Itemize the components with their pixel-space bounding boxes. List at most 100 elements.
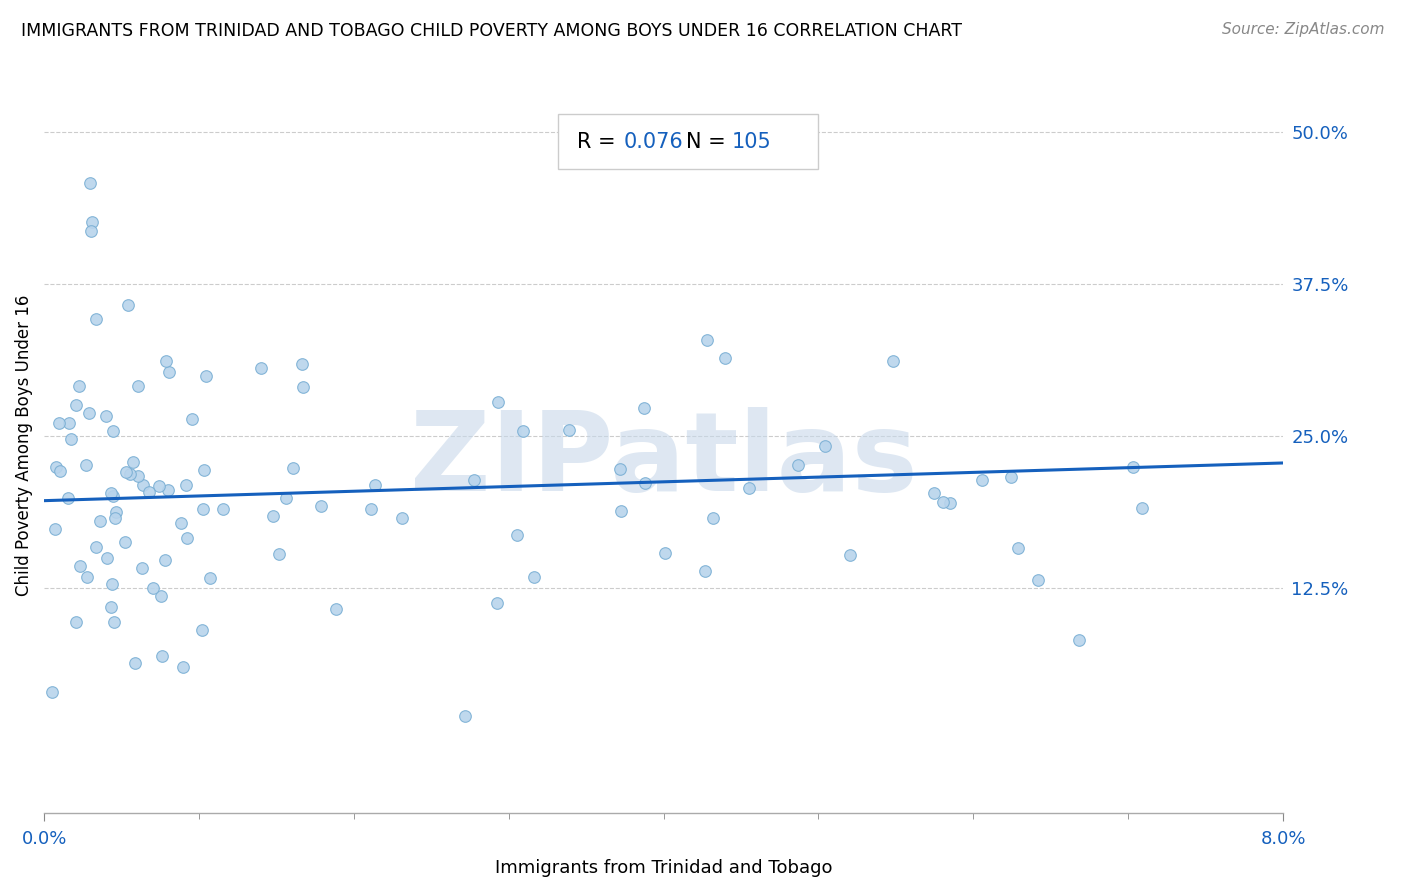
Point [454,709,477,723]
Point [101,424,124,438]
Point [267,547,290,561]
Point [364,478,387,492]
Point [103,511,125,525]
Point [65,398,87,412]
Point [311,499,333,513]
Point [713,351,735,365]
Point [180,411,202,425]
Point [115,465,138,479]
Point [931,495,953,509]
Point [170,516,193,531]
Point [654,546,676,560]
Point [49,464,72,478]
Point [198,571,221,585]
Point [558,423,581,437]
Point [922,486,945,500]
Point [84,311,107,326]
Point [609,461,631,475]
Point [100,486,122,500]
Text: 105: 105 [731,132,772,152]
Point [117,298,139,312]
Point [283,461,305,475]
Point [523,570,546,584]
Point [738,481,761,495]
Point [67,379,90,393]
Point [1026,574,1049,588]
Point [79,176,101,190]
Point [89,515,111,529]
Point [512,424,534,438]
Point [276,491,298,505]
Point [693,564,716,578]
Point [172,659,194,673]
Point [142,581,165,595]
Point [84,541,107,555]
Text: N =: N = [686,132,733,152]
Point [101,577,124,591]
Point [101,489,124,503]
Point [75,458,97,472]
Point [103,615,125,629]
Point [150,589,173,603]
Point [45,459,67,474]
Point [148,479,170,493]
Point [194,369,217,384]
Point [131,561,153,575]
Point [190,623,212,637]
Point [485,596,508,610]
Point [1000,470,1022,484]
Point [191,502,214,516]
Point [262,509,284,524]
Point [138,485,160,500]
Point [1007,541,1029,555]
Point [325,602,347,616]
Point [41,684,63,698]
Point [127,379,149,393]
Point [104,505,127,519]
Text: IMMIGRANTS FROM TRINIDAD AND TOBAGO CHILD POVERTY AMONG BOYS UNDER 16 CORRELATIO: IMMIGRANTS FROM TRINIDAD AND TOBAGO CHIL… [21,22,962,40]
Point [1122,459,1144,474]
Point [250,360,273,375]
Point [838,548,860,562]
Point [814,439,837,453]
Point [82,215,104,229]
X-axis label: Immigrants from Trinidad and Tobago: Immigrants from Trinidad and Tobago [495,859,832,877]
Point [702,510,724,524]
Point [155,553,177,567]
Point [634,476,657,491]
Point [939,496,962,510]
Point [156,483,179,498]
Text: Source: ZipAtlas.com: Source: ZipAtlas.com [1222,22,1385,37]
Point [94,409,117,423]
Point [786,458,808,472]
Point [100,600,122,615]
Point [80,224,103,238]
Point [65,615,87,630]
Point [59,432,82,446]
Point [69,559,91,574]
Point [174,478,197,492]
Point [132,478,155,492]
Point [1130,500,1153,515]
Point [155,354,177,368]
Point [486,394,509,409]
Point [1067,632,1090,647]
Point [76,570,98,584]
Point [610,504,633,518]
Point [193,462,215,476]
Point [124,656,146,670]
Point [970,474,993,488]
Point [44,522,66,536]
Point [56,491,79,506]
Y-axis label: Child Poverty Among Boys Under 16: Child Poverty Among Boys Under 16 [15,294,32,596]
Point [127,469,149,483]
FancyBboxPatch shape [558,114,818,169]
Point [121,455,143,469]
Text: ZIPatlas: ZIPatlas [409,407,918,514]
Point [506,528,529,542]
Point [150,649,173,664]
Point [157,365,180,379]
Point [391,511,413,525]
Point [633,401,655,416]
Point [77,406,100,420]
